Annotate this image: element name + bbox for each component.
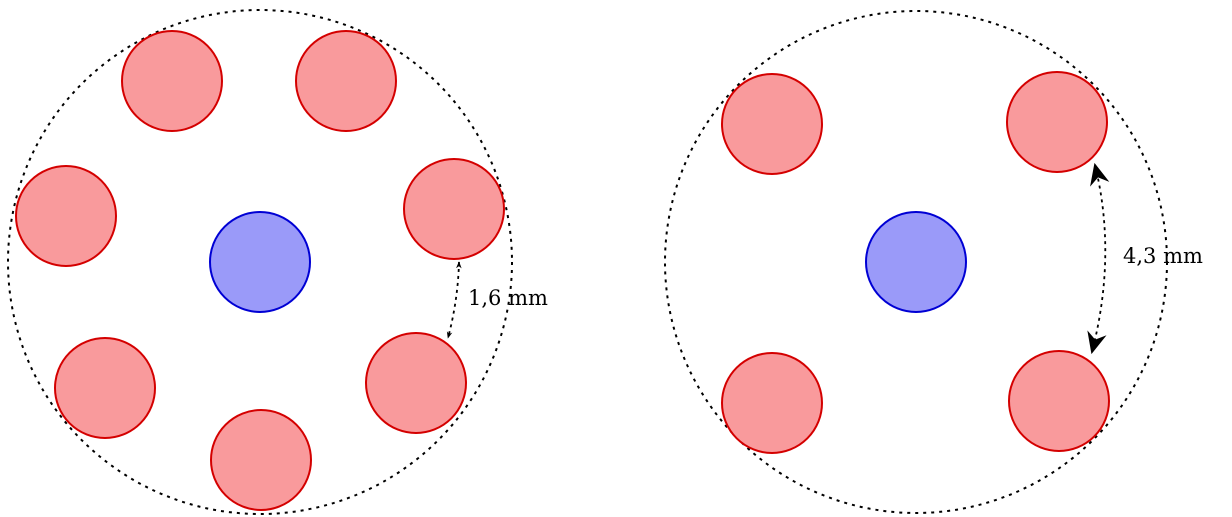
left-diagram: 1,6 mm [7, 9, 548, 515]
left-satellite-circles [15, 30, 505, 511]
right-satellite-circle-2 [1006, 71, 1108, 173]
right-diagram: 4,3 mm [664, 10, 1203, 514]
left-satellite-circle-1 [121, 30, 223, 132]
right-satellite-circle-4 [1008, 350, 1110, 452]
right-spacing-label: 4,3 mm [1123, 244, 1203, 268]
left-satellite-circle-5 [54, 337, 156, 439]
left-center-circle [209, 211, 311, 313]
left-satellite-circle-4 [403, 158, 505, 260]
right-enclosing-circle [664, 10, 1168, 514]
left-satellite-circle-2 [295, 30, 397, 132]
right-satellite-circle-3 [721, 352, 823, 454]
right-center-circle [865, 211, 967, 313]
left-spacing-label: 1,6 mm [468, 286, 548, 310]
right-satellite-circle-1 [721, 73, 823, 175]
left-spacing-arrow [446, 261, 462, 339]
left-enclosing-circle [7, 9, 513, 515]
left-satellite-circle-6 [365, 332, 467, 434]
left-satellite-circle-3 [15, 165, 117, 267]
right-spacing-arrow [1087, 162, 1110, 355]
left-satellite-circle-7 [210, 409, 312, 511]
right-satellite-circles [721, 71, 1110, 454]
